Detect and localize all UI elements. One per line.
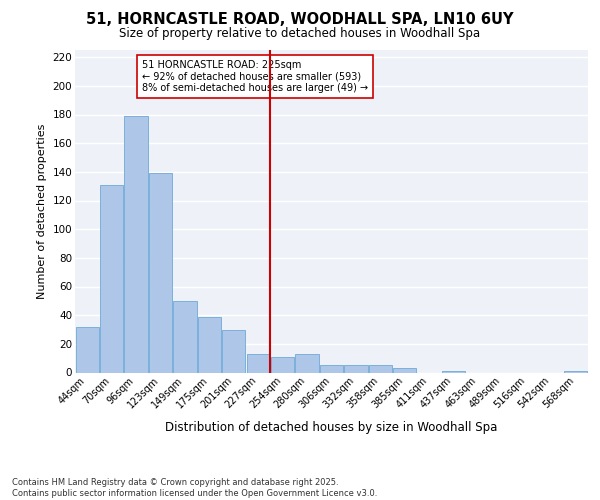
Bar [247,354,270,372]
Bar [344,366,368,372]
Bar [198,316,221,372]
Bar [222,330,245,372]
Bar [564,371,587,372]
Text: 51, HORNCASTLE ROAD, WOODHALL SPA, LN10 6UY: 51, HORNCASTLE ROAD, WOODHALL SPA, LN10 … [86,12,514,28]
Bar [100,184,123,372]
Bar [173,301,197,372]
Bar [369,366,392,372]
Bar [295,354,319,372]
Y-axis label: Number of detached properties: Number of detached properties [37,124,47,299]
X-axis label: Distribution of detached houses by size in Woodhall Spa: Distribution of detached houses by size … [166,422,497,434]
Text: Size of property relative to detached houses in Woodhall Spa: Size of property relative to detached ho… [119,28,481,40]
Bar [442,371,465,372]
Bar [124,116,148,372]
Bar [393,368,416,372]
Bar [271,356,294,372]
Bar [76,326,99,372]
Text: Contains HM Land Registry data © Crown copyright and database right 2025.
Contai: Contains HM Land Registry data © Crown c… [12,478,377,498]
Bar [149,174,172,372]
Text: 51 HORNCASTLE ROAD: 225sqm
← 92% of detached houses are smaller (593)
8% of semi: 51 HORNCASTLE ROAD: 225sqm ← 92% of deta… [142,60,368,93]
Bar [320,366,343,372]
